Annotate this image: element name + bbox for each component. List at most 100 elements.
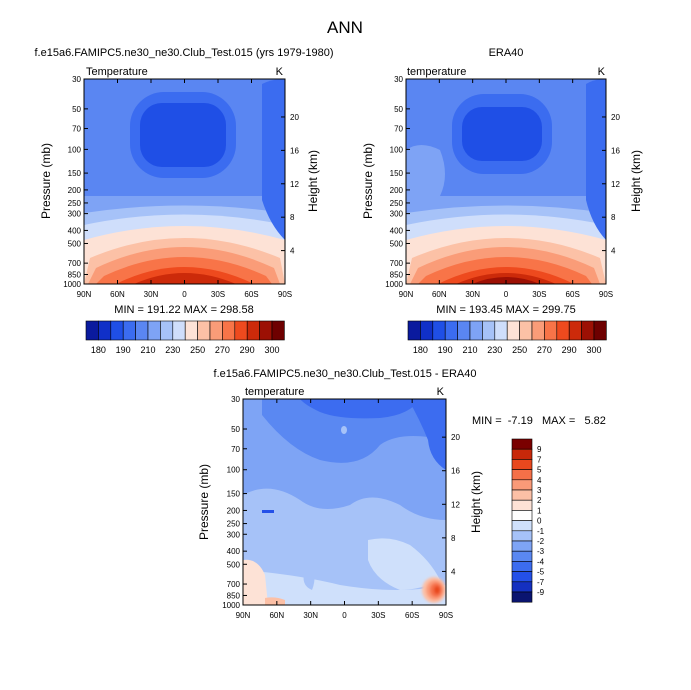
x-tick-label: 30N <box>465 290 480 299</box>
y2-tick-label: 20 <box>451 433 460 442</box>
y-tick-label: 700 <box>68 259 82 268</box>
y-tick-label: 50 <box>231 425 240 434</box>
colorbar-swatch <box>85 320 99 341</box>
colorbar-swatch <box>581 320 595 341</box>
y2-tick-label: 8 <box>290 213 295 222</box>
colorbar-swatch <box>511 448 533 460</box>
colorbar-swatch <box>222 320 236 341</box>
panel-model-units: K <box>276 66 284 78</box>
panel-reference-contours <box>406 79 606 284</box>
y2-tick-label: 12 <box>611 180 620 189</box>
colorbar-label: 190 <box>438 345 453 355</box>
colorbar-swatch <box>184 320 198 341</box>
colorbar-label: -7 <box>537 578 545 587</box>
panel-difference-title: f.e15a6.FAMIPC5.ne30_ne30.Club_Test.015 … <box>214 368 477 380</box>
colorbar-label: 210 <box>140 345 155 355</box>
colorbar-label: 250 <box>190 345 205 355</box>
colorbar-swatch <box>511 540 533 552</box>
y-tick-label: 200 <box>227 506 241 515</box>
colorbar-swatch <box>482 320 496 341</box>
panel-difference-field-label: temperature <box>245 386 304 398</box>
x-tick-label: 90N <box>77 290 92 299</box>
colorbar-label: 9 <box>537 445 542 454</box>
y-tick-label: 700 <box>390 259 404 268</box>
colorbar-swatch <box>147 320 161 341</box>
colorbar-swatch <box>511 591 533 603</box>
y-tick-label: 200 <box>390 186 404 195</box>
colorbar-swatch <box>209 320 223 341</box>
colorbar-swatch <box>519 320 533 341</box>
y2-tick-label: 8 <box>451 534 456 543</box>
panel-difference-contours <box>243 399 446 605</box>
colorbar-label: 4 <box>537 476 542 485</box>
colorbar-label: 300 <box>264 345 279 355</box>
colorbar-swatch <box>506 320 520 341</box>
panel-reference-field-label: temperature <box>407 66 466 78</box>
colorbar-swatch <box>271 320 285 341</box>
x-tick-label: 30S <box>211 290 225 299</box>
colorbar-label: -9 <box>537 588 545 597</box>
colorbar-swatch <box>593 320 607 341</box>
colorbar-label: 290 <box>562 345 577 355</box>
colorbar-swatch <box>110 320 124 341</box>
x-tick-label: 60N <box>110 290 125 299</box>
panel-reference-title: ERA40 <box>489 47 524 59</box>
y2-tick-label: 12 <box>451 500 460 509</box>
colorbar-label: 230 <box>165 345 180 355</box>
colorbar-swatch <box>432 320 446 341</box>
colorbar-swatch <box>511 561 533 572</box>
colorbar-label: 7 <box>537 455 542 464</box>
x-tick-label: 30S <box>371 611 385 620</box>
y-tick-label: 850 <box>68 270 82 279</box>
colorbar-swatch <box>234 320 248 341</box>
panel-model-y2label: Height (km) <box>306 150 320 212</box>
colorbar-swatch <box>556 320 570 341</box>
panel-difference-ylabel: Pressure (mb) <box>197 464 211 540</box>
x-tick-label: 0 <box>504 290 509 299</box>
y2-tick-label: 12 <box>290 180 299 189</box>
panel-difference-axes: 90N 60N 30N 0 30S 60S 90S 30 50 70 100 150 200 250300… <box>222 395 460 620</box>
x-tick-label: 30N <box>303 611 318 620</box>
colorbar-swatch <box>122 320 136 341</box>
y-tick-label: 250 <box>227 520 241 529</box>
y-tick-label: 300 <box>68 210 82 219</box>
colorbar-swatch <box>259 320 273 341</box>
colorbar-swatch <box>420 320 434 341</box>
y-tick-label: 1000 <box>222 601 240 610</box>
panel-model: f.e15a6.FAMIPC5.ne30_ne30.Club_Test.015 … <box>34 47 333 355</box>
colorbar-label: 1 <box>537 506 542 515</box>
panel-difference-stats: MIN = -7.19 MAX = 5.82 <box>472 415 606 427</box>
x-tick-label: 60N <box>269 611 284 620</box>
colorbar-swatch <box>511 479 533 491</box>
colorbar-swatch <box>511 459 533 470</box>
panel-reference-units: K <box>598 66 606 78</box>
colorbar-label: 0 <box>537 517 542 526</box>
y-tick-label: 250 <box>390 199 404 208</box>
colorbar-swatch <box>511 489 533 501</box>
colorbar-swatch <box>494 320 508 341</box>
y-tick-label: 70 <box>72 125 81 134</box>
colorbar-swatch <box>98 320 112 341</box>
colorbar-label: 250 <box>512 345 527 355</box>
panel-reference-colorbar: 180 190 210 230 250 270 290 300 <box>407 320 607 355</box>
colorbar-swatch <box>246 320 260 341</box>
panel-difference-y2label: Height (km) <box>469 471 483 533</box>
colorbar-label: -1 <box>537 527 545 536</box>
colorbar-label: 3 <box>537 486 542 495</box>
colorbar-label: 210 <box>462 345 477 355</box>
panel-model-contours <box>84 79 285 284</box>
y2-tick-label: 4 <box>451 567 456 576</box>
colorbar-label: 270 <box>215 345 230 355</box>
x-tick-label: 60S <box>244 290 258 299</box>
y-tick-label: 30 <box>394 75 403 84</box>
colorbar-swatch <box>407 320 421 341</box>
colorbar-label: -3 <box>537 547 545 556</box>
panel-reference-y2label: Height (km) <box>629 150 643 212</box>
colorbar-swatch <box>511 550 533 562</box>
y-tick-label: 850 <box>390 270 404 279</box>
x-tick-label: 60S <box>566 290 580 299</box>
x-tick-label: 90N <box>399 290 414 299</box>
colorbar-swatch <box>511 469 533 481</box>
y-tick-label: 400 <box>68 226 82 235</box>
y-tick-label: 1000 <box>385 280 403 289</box>
